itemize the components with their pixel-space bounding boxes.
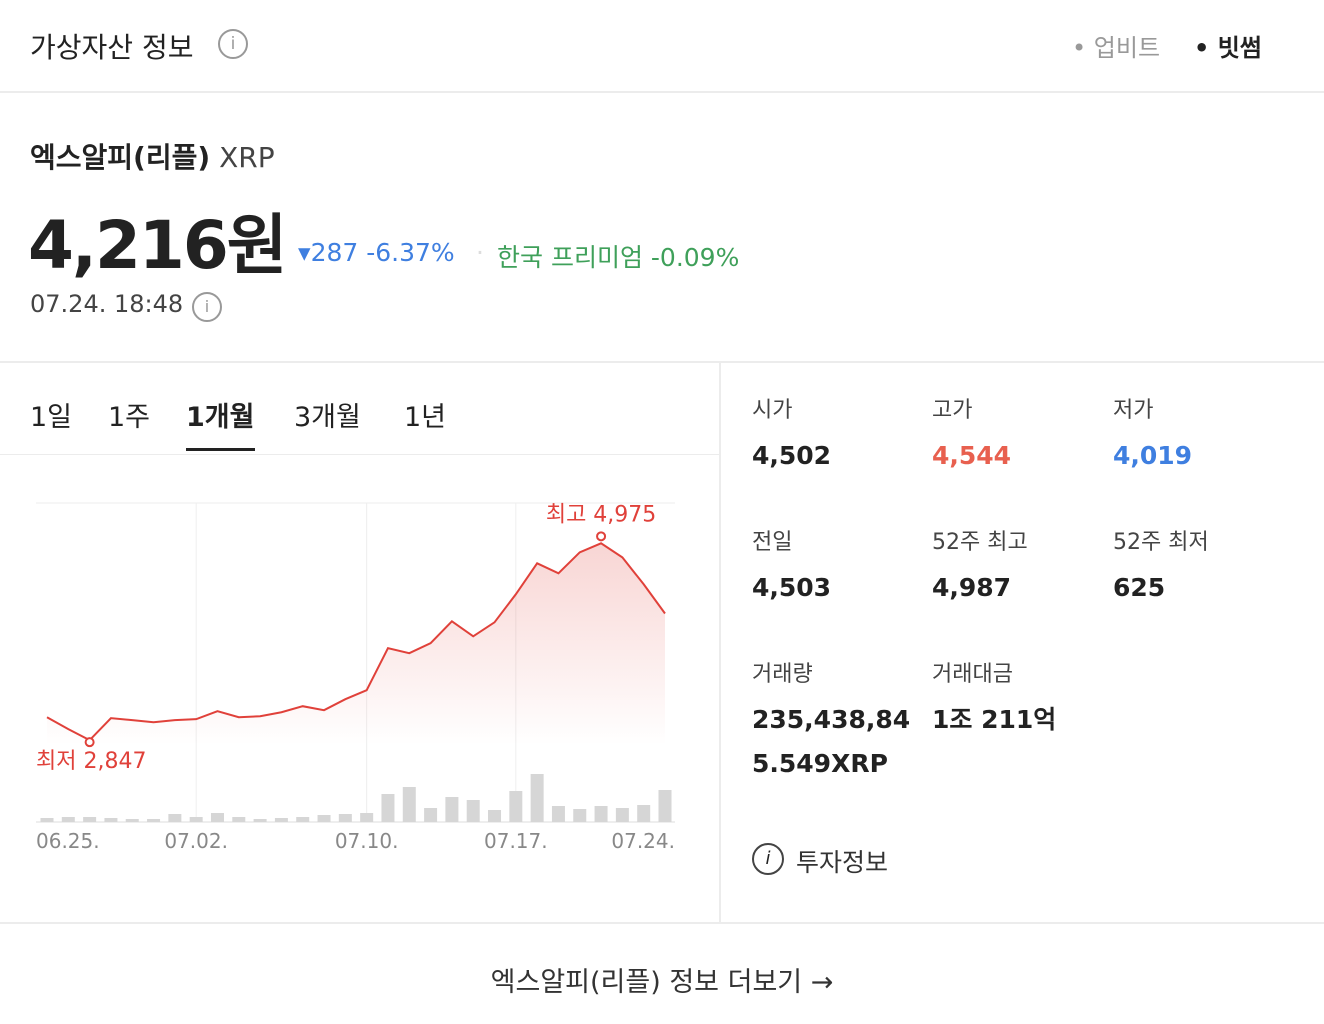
- change: ▾287 -6.37%: [298, 238, 455, 267]
- volume-bar: [424, 808, 438, 822]
- x-tick-label: 07.24.: [611, 829, 675, 853]
- volume-bar: [381, 794, 395, 822]
- coin-symbol: XRP: [219, 141, 275, 174]
- stat-value: 4,987: [932, 573, 1012, 602]
- coin-title: 엑스알피(리플) XRP: [30, 136, 275, 176]
- annotation: 최고 4,975: [546, 502, 656, 527]
- volume-bar: [594, 806, 608, 822]
- info-icon[interactable]: i: [218, 29, 248, 59]
- volume-bar: [147, 819, 161, 822]
- source-label: 빗썸: [1217, 34, 1262, 62]
- timestamp: 07.24. 18:48: [30, 290, 184, 318]
- stat-label: 전일: [752, 530, 793, 555]
- premium: 한국 프리미엄 -0.09%: [497, 243, 740, 272]
- volume-bar: [402, 787, 416, 822]
- x-tick-label: 07.10.: [335, 829, 399, 853]
- source-bithumb[interactable]: • 빗썸: [1194, 34, 1262, 62]
- tab[interactable]: 1주: [108, 402, 151, 433]
- volume-bar: [253, 819, 267, 822]
- extreme-point: [84, 737, 95, 748]
- tab[interactable]: 1일: [30, 402, 73, 433]
- stat-value: 4,503: [752, 573, 832, 602]
- divider: [0, 454, 719, 455]
- volume-bar: [61, 817, 75, 822]
- annotation: 최저 2,847: [36, 749, 146, 774]
- volume-bar: [551, 806, 565, 822]
- volume-bar: [125, 819, 139, 822]
- stat-label: 거래량: [752, 662, 813, 687]
- volume-bar: [83, 817, 97, 822]
- divider: [0, 91, 1324, 93]
- volume-bar: [189, 817, 203, 822]
- stat-value: 4,502: [752, 441, 832, 470]
- volume-bar: [637, 805, 651, 822]
- volume-bar: [168, 814, 182, 822]
- volume-bar: [296, 817, 310, 822]
- more-link[interactable]: 엑스알피(리플) 정보 더보기 →: [490, 967, 834, 998]
- price: 4,216원: [28, 207, 287, 284]
- volume-bar: [573, 809, 587, 822]
- volume-bar: [40, 818, 54, 822]
- volume-bar: [338, 814, 352, 822]
- volume-bar: [615, 808, 629, 822]
- volume-bar: [317, 815, 331, 822]
- source-upbit[interactable]: • 업비트: [1072, 34, 1161, 62]
- divider: [719, 362, 721, 923]
- volume-bar: [466, 800, 480, 822]
- stat-value: 1조 211억: [932, 705, 1057, 734]
- source-label: 업비트: [1093, 34, 1161, 62]
- divider: [0, 361, 1324, 363]
- info-icon[interactable]: i: [192, 292, 222, 322]
- volume-bar: [210, 813, 224, 822]
- volume-bar: [509, 791, 523, 822]
- volume-bar: [104, 818, 118, 822]
- divider: [0, 922, 1324, 924]
- tab[interactable]: 1개월: [186, 402, 255, 433]
- stat-label: 52주 최고: [932, 530, 1028, 555]
- stat-label: 시가: [752, 398, 793, 423]
- stat-label: 52주 최저: [1113, 530, 1209, 555]
- change-rate: -6.37%: [366, 238, 455, 267]
- x-tick-label: 07.17.: [484, 829, 548, 853]
- stat-label: 거래대금: [932, 662, 1013, 687]
- volume-bar: [274, 818, 288, 822]
- area: [47, 543, 665, 745]
- stat-value: 4,544: [932, 441, 1012, 470]
- tab[interactable]: 1년: [404, 402, 447, 433]
- chart: 06.25. 07.02. 07.10. 07.17. 07.24. 최고 4,975 최저…: [36, 502, 675, 853]
- invest-link[interactable]: 투자정보: [796, 848, 889, 877]
- change-value: 287: [310, 238, 359, 267]
- info-icon: i: [752, 843, 784, 875]
- stat-value: 625: [1113, 573, 1166, 602]
- volume-bar: [232, 817, 246, 822]
- x-tick-label: 07.02.: [164, 829, 228, 853]
- stat-label: 저가: [1113, 398, 1154, 423]
- volume-bar: [488, 810, 502, 822]
- stat-value: 4,019: [1113, 441, 1193, 470]
- stat-value: 235,438,845.549XRP: [752, 705, 911, 778]
- line: [46, 542, 666, 742]
- tab[interactable]: 3개월: [294, 402, 361, 433]
- tab-underline: [186, 448, 255, 451]
- stat-label: 고가: [932, 398, 973, 423]
- volume-bar: [658, 790, 672, 822]
- header-title: 가상자산 정보: [30, 31, 194, 64]
- coin-name: 엑스알피(리플): [30, 141, 211, 174]
- x-tick-label: 06.25.: [36, 829, 100, 853]
- volume-bar: [360, 813, 374, 822]
- volume-bar: [445, 797, 459, 822]
- extreme-point: [596, 531, 607, 542]
- dot: ·: [476, 238, 484, 267]
- volume-bar: [530, 774, 544, 822]
